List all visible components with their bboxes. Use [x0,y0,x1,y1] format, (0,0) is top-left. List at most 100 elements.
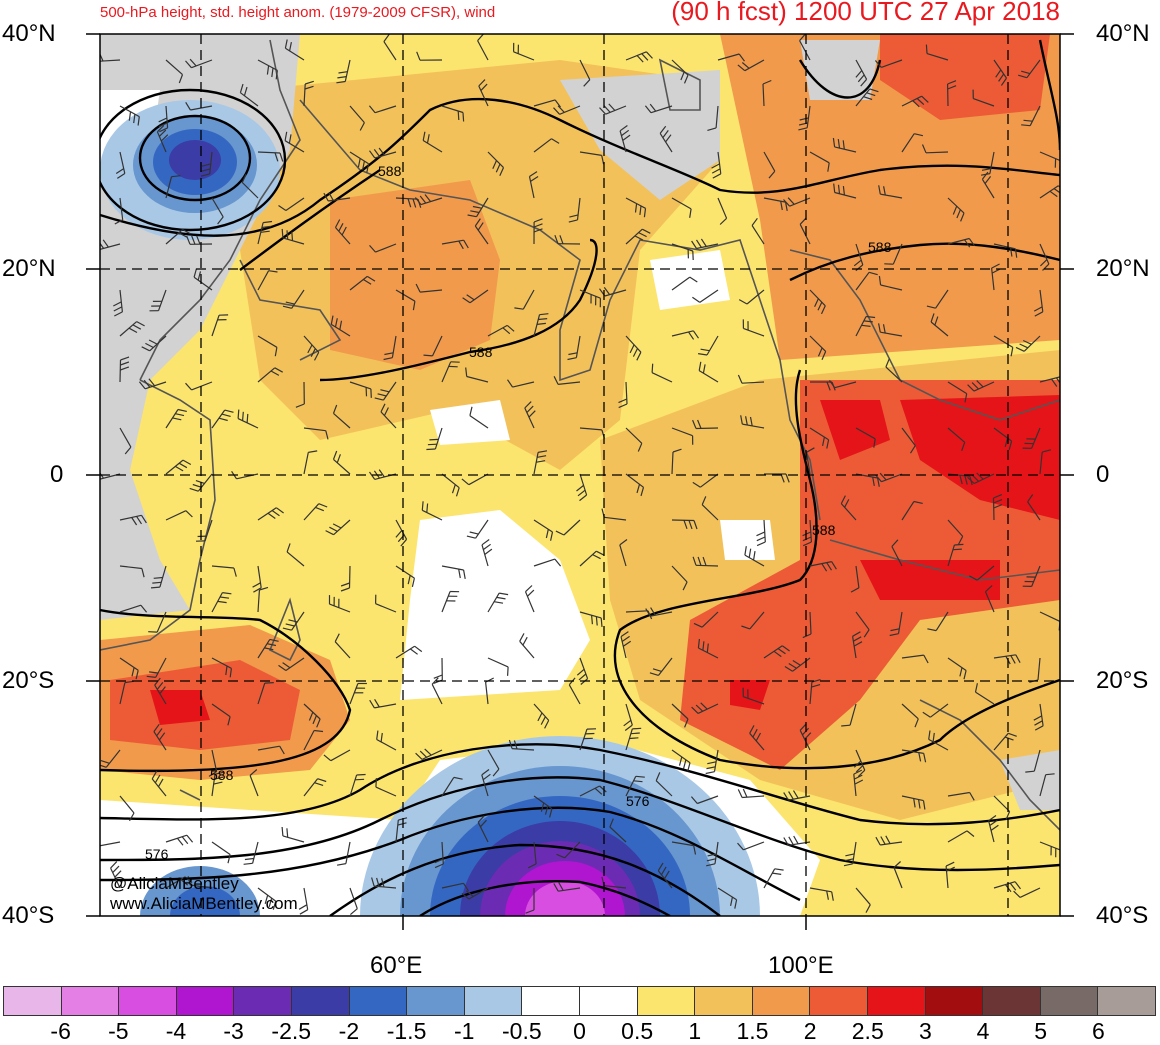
wind-barb-feather [458,111,459,120]
wind-barb-feather [151,587,160,588]
wind-barb-feather [282,827,283,836]
credit-site: www.AliciaMBentley.com [110,894,298,914]
contour-label: 576 [145,846,169,862]
colorbar-swatch [62,987,120,1015]
wind-barb-feather [429,439,438,440]
colorbar-label: 4 [977,1018,990,1045]
wind-barb-shaft [696,428,718,429]
wind-barb-feather [94,53,98,61]
wind-barb-shaft [994,498,995,520]
colorbar-label: -0.5 [502,1018,542,1045]
wind-barb-feather [953,549,962,550]
wind-barb-feather [355,779,364,780]
contour-label: 588 [868,239,892,255]
colorbar-label: -3 [223,1018,243,1045]
colorbar-swatch [983,987,1041,1015]
wind-barb-shaft [926,152,948,153]
lat-label-left: 40°S [2,902,54,930]
contour-label: 588 [210,767,234,783]
colorbar-swatch [4,987,62,1015]
lat-label-left: 20°S [2,667,54,695]
wind-barb-feather [265,683,274,684]
wind-barb-feather [652,364,653,373]
lat-label-left: 0 [50,461,63,489]
colorbar-swatch [350,987,408,1015]
colorbar-label: -1.5 [387,1018,427,1045]
lat-label-left: 40°N [2,20,56,48]
colorbar-label: -4 [166,1018,186,1045]
colorbar-label: -2.5 [271,1018,311,1045]
colorbar-swatch [177,987,235,1015]
wind-barb-shaft [350,566,351,588]
colorbar-swatch [868,987,926,1015]
wind-barb-feather [427,504,428,513]
colorbar-swatch [465,987,523,1015]
lon-label: 60°E [370,952,422,980]
colorbar-swatch [119,987,177,1015]
contour-label: 588 [378,163,402,179]
lat-label-right: 20°N [1096,255,1150,283]
colorbar-label: 2 [804,1018,817,1045]
wind-barb-feather [1061,377,1066,384]
colorbar-label: 6 [1092,1018,1105,1045]
wind-barb-feather [631,733,640,734]
colorbar-label: 2.5 [852,1018,884,1045]
colorbar-label: 1 [688,1018,701,1045]
lat-label-right: 40°N [1096,20,1150,48]
lat-label-right: 20°S [1096,667,1148,695]
wind-barb-feather [152,582,161,583]
lat-label-right: 0 [1096,461,1109,489]
colorbar-swatch [695,987,753,1015]
wind-barb-feather [926,45,927,54]
colorbar-swatch [926,987,984,1015]
wind-barb-feather [954,544,963,545]
contour-label: 576 [626,793,650,809]
wind-barb-feather [629,738,638,739]
anomaly-region-2-arabian [330,180,500,370]
wind-barb-shaft [696,565,718,566]
wind-barb-feather [287,230,288,239]
wind-barb-feather [357,775,366,776]
colorbar-label: -1 [454,1018,474,1045]
wind-barb-feather [238,410,239,419]
wind-barb-feather [292,232,293,241]
wind-barb-feather [463,113,464,122]
colorbar-swatch [522,987,580,1015]
colorbar-label: 0 [573,1018,586,1045]
wind-barb-feather [154,578,163,579]
colorbar-label: -2 [339,1018,359,1045]
wind-barb-shaft [120,360,121,382]
wind-barb-feather [424,355,433,356]
wind-barb-feather [94,838,99,846]
colorbar [3,986,1156,1016]
wind-barb-feather [243,412,244,421]
colorbar-label: 3 [919,1018,932,1045]
wind-barb-feather [422,501,423,510]
wind-barb-feather [426,449,435,450]
colorbar-swatch [580,987,638,1015]
wind-barb-feather [94,242,99,249]
wind-barb-feather [508,667,509,676]
colorbar-label: -5 [108,1018,128,1045]
colorbar-label: 5 [1034,1018,1047,1045]
wind-barb-feather [601,618,602,627]
colorbar-swatch [407,987,465,1015]
wind-barb-feather [94,472,99,479]
wind-barb-feather [282,229,283,238]
colorbar-swatch [1098,987,1155,1015]
credit-handle: @AliciaMBentley [110,874,239,894]
wind-barb-feather [376,778,377,787]
wind-barb-feather [287,828,288,837]
map-fields [94,34,1067,1044]
colorbar-swatch [638,987,696,1015]
colorbar-swatch [810,987,868,1015]
colorbar-swatch [234,987,292,1015]
colorbar-swatch [292,987,350,1015]
contour-label: 588 [812,522,836,538]
colorbar-label: 0.5 [621,1018,653,1045]
colorbar-label: -6 [50,1018,70,1045]
contour-label: 588 [469,344,493,360]
wind-barb-feather [428,444,437,445]
colorbar-swatch [753,987,811,1015]
lon-label: 100°E [768,952,834,980]
